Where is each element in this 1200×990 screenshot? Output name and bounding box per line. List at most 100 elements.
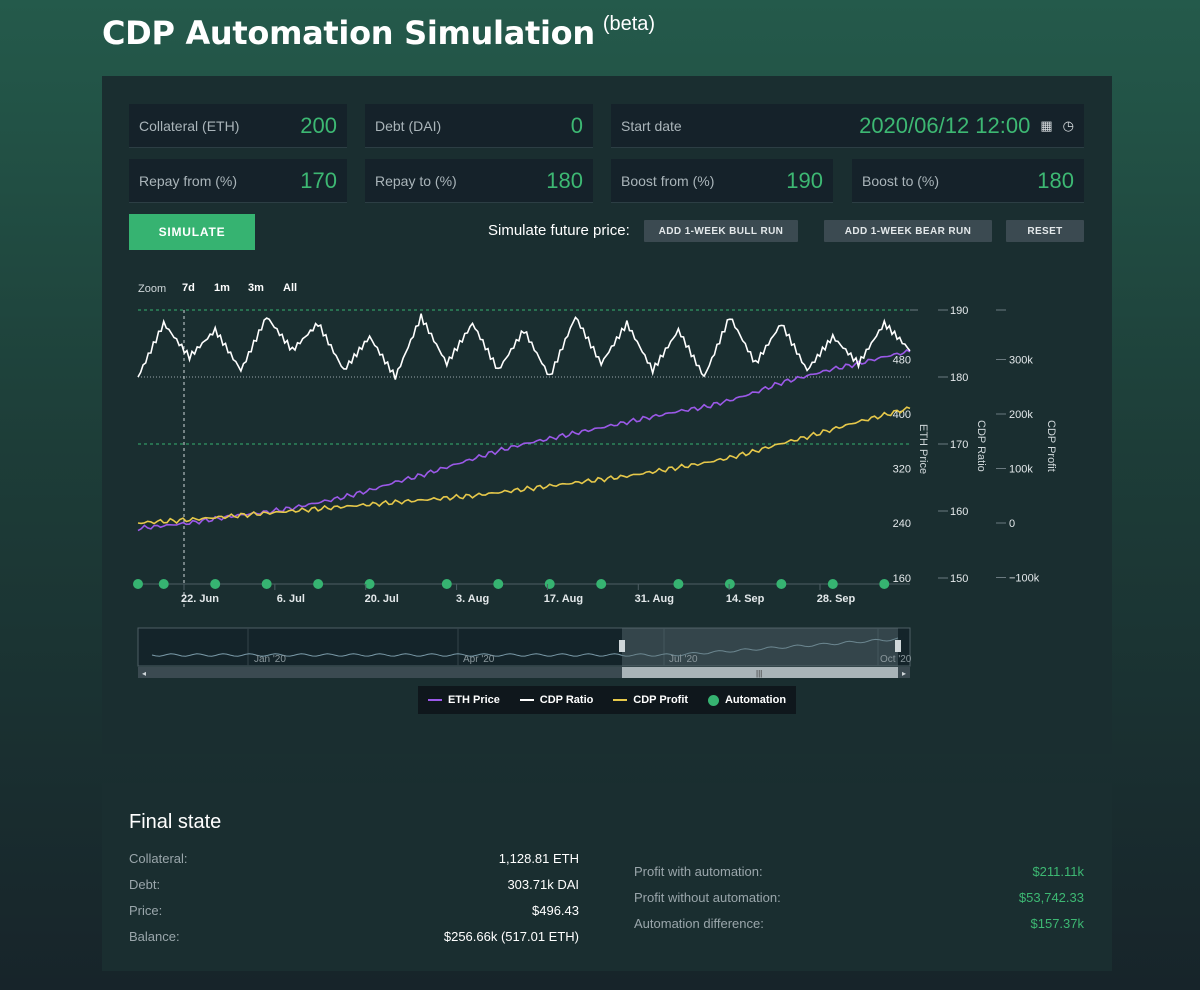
automation-marker[interactable]: [544, 579, 555, 589]
automation-marker[interactable]: [596, 579, 607, 589]
eth-price-axis-title: ETH Price: [917, 424, 929, 474]
repay-from-value[interactable]: 170: [300, 167, 337, 193]
ratio-tick-label: 170: [950, 439, 968, 451]
page-header: CDP Automation Simulation (beta): [102, 13, 655, 64]
legend-automation[interactable]: Automation: [707, 694, 787, 706]
navigator-label-oct: Oct '20: [880, 654, 912, 665]
automation-marker[interactable]: [133, 579, 143, 589]
bull-run-button[interactable]: ADD 1-WEEK BULL RUN: [644, 220, 798, 242]
reset-button[interactable]: RESET: [1006, 220, 1084, 242]
legend-ratio-line: [519, 699, 534, 701]
zoom-3m[interactable]: 3m: [248, 282, 264, 294]
price-tick-label: 240: [893, 518, 911, 530]
repay-to-label: Repay to (%): [375, 172, 457, 189]
profit-with-label: Profit with automation:: [634, 864, 763, 879]
navigator-scrollbar-thumb[interactable]: [622, 667, 898, 678]
ratio-tick-label: 180: [950, 372, 968, 384]
navigator-handle-right[interactable]: [895, 640, 901, 652]
profit-with-value: $211.11k: [1032, 864, 1084, 879]
navigator-label-jan: Jan '20: [254, 654, 286, 665]
repay-from-field[interactable]: Repay from (%) 170: [129, 159, 347, 203]
cdp-profit-axis-title: CDP Profit: [1045, 420, 1057, 472]
automation-diff-label: Automation difference:: [634, 916, 764, 931]
final-collateral-label: Collateral:: [129, 851, 188, 866]
ratio-tick-label: 150: [950, 573, 968, 585]
automation-marker[interactable]: [313, 579, 324, 589]
debt-field[interactable]: Debt (DAI) 0: [365, 104, 593, 148]
automation-marker[interactable]: [441, 579, 452, 589]
legend-profit-line: [613, 699, 628, 701]
boost-to-value[interactable]: 180: [1037, 167, 1074, 193]
debt-value[interactable]: 0: [570, 112, 583, 138]
final-balance-value: $256.66k (517.01 ETH): [443, 929, 579, 944]
collateral-value[interactable]: 200: [300, 112, 337, 138]
legend-cdp-profit[interactable]: CDP Profit: [613, 694, 688, 706]
final-debt-label: Debt:: [129, 877, 161, 892]
final-state-panel: Final state Collateral: 1,128.81 ETH Deb…: [102, 783, 1112, 971]
final-collateral-row: Collateral: 1,128.81 ETH: [129, 851, 579, 866]
automation-marker[interactable]: [827, 579, 838, 589]
navigator-scrollbar-track[interactable]: [138, 667, 910, 678]
automation-marker[interactable]: [210, 579, 221, 589]
clock-icon[interactable]: ◷: [1062, 117, 1074, 133]
chart-navigator[interactable]: Jan '20 Apr '20 Jul '20 Oct '20 ||| ◂ ▸: [137, 627, 912, 678]
automation-diff-value: $157.37k: [1030, 916, 1085, 931]
profit-without-row: Profit without automation: $53,742.33: [634, 890, 1084, 905]
calendar-icon[interactable]: ▦: [1040, 117, 1053, 133]
boost-from-field[interactable]: Boost from (%) 190: [611, 159, 833, 203]
collateral-label: Collateral (ETH): [139, 117, 240, 134]
x-axis-ticks: 22. Jun 6. Jul 20. Jul 3. Aug 17. Aug 31. Aug…: [181, 584, 856, 605]
repay-from-label: Repay from (%): [139, 172, 238, 189]
cdp-ratio-axis-title: CDP Ratio: [975, 420, 987, 472]
start-date-field[interactable]: Start date 2020/06/12 12:00 ▦ ◷: [611, 104, 1084, 148]
final-collateral-value: 1,128.81 ETH: [498, 851, 579, 866]
x-tick-label: 14. Sep: [726, 593, 765, 605]
legend-cdp-ratio[interactable]: CDP Ratio: [519, 694, 594, 706]
ratio-tick-label: 160: [950, 506, 968, 518]
ratio-tick-label: 190: [950, 305, 968, 317]
x-tick-label: 3. Aug: [456, 593, 489, 605]
bear-run-button[interactable]: ADD 1-WEEK BEAR RUN: [824, 220, 992, 242]
legend-automation-label: Automation: [724, 694, 787, 706]
automation-marker[interactable]: [673, 579, 684, 589]
boost-from-value[interactable]: 190: [786, 167, 823, 193]
profit-without-label: Profit without automation:: [634, 890, 781, 905]
profit-tick-label: 200k: [1009, 409, 1033, 421]
start-date-value[interactable]: 2020/06/12 12:00: [859, 112, 1031, 138]
boost-to-field[interactable]: Boost to (%) 180: [852, 159, 1084, 203]
price-tick-label: 160: [893, 573, 911, 585]
profit-tick-label: 100k: [1009, 464, 1033, 476]
x-tick-label: 22. Jun: [181, 593, 219, 605]
navigator-frame: [137, 627, 911, 667]
automation-diff-row: Automation difference: $157.37k: [634, 916, 1084, 931]
price-tick-label: 320: [893, 464, 911, 476]
x-tick-label: 20. Jul: [365, 593, 399, 605]
legend-eth-price[interactable]: ETH Price: [427, 694, 500, 706]
automation-marker[interactable]: [364, 579, 375, 589]
legend-ratio-label: CDP Ratio: [539, 694, 594, 706]
zoom-all[interactable]: All: [283, 282, 297, 294]
repay-to-field[interactable]: Repay to (%) 180: [365, 159, 593, 203]
chart-axes: 150 160 170 180 190 −100k 0 100k 200k 300k 240 320 4…: [893, 305, 1040, 585]
automation-marker[interactable]: [879, 579, 890, 589]
automation-marker[interactable]: [724, 579, 735, 589]
simulate-button[interactable]: SIMULATE: [129, 214, 255, 250]
automation-marker[interactable]: [261, 579, 272, 589]
x-tick-label: 6. Jul: [277, 593, 305, 605]
zoom-1m[interactable]: 1m: [214, 282, 230, 294]
price-tick-label: 400: [893, 409, 911, 421]
future-price-label: Simulate future price:: [488, 222, 630, 239]
collateral-field[interactable]: Collateral (ETH) 200: [129, 104, 347, 148]
automation-marker[interactable]: [776, 579, 787, 589]
cdp-chart: Zoom 7d 1m 3m All 150160170180190−100k01…: [133, 282, 1057, 678]
automation-marker[interactable]: [158, 579, 169, 589]
scroll-left-icon[interactable]: ◂: [142, 669, 146, 678]
navigator-handle-left[interactable]: [619, 640, 625, 652]
chart-legend: ETH Price CDP Ratio CDP Profit Automatio…: [418, 686, 796, 714]
scroll-right-icon[interactable]: ▸: [902, 669, 906, 678]
automation-marker[interactable]: [493, 579, 504, 589]
profit-with-row: Profit with automation: $211.11k: [634, 864, 1084, 879]
zoom-7d[interactable]: 7d: [182, 282, 195, 294]
repay-to-value[interactable]: 180: [546, 167, 583, 193]
navigator-selection[interactable]: [622, 628, 898, 666]
